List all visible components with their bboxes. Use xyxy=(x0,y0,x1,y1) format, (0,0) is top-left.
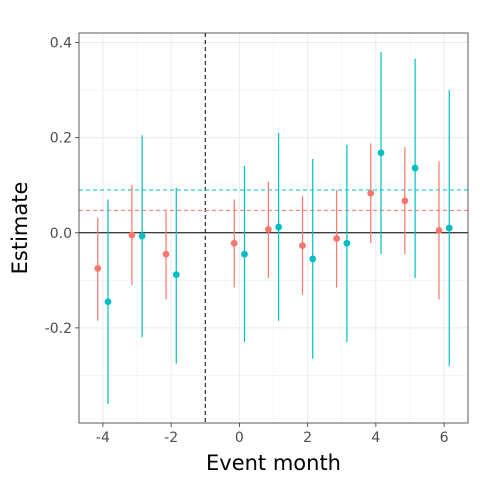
series-1-point xyxy=(435,226,443,234)
axes: -4 -2 0 2 4 6 -0.2 0.0 0.2 0.4 xyxy=(45,36,449,446)
series-2-point xyxy=(104,298,112,306)
x-tick-label: 0 xyxy=(235,430,244,446)
series-2-point xyxy=(275,223,283,231)
x-tick-label: 4 xyxy=(371,430,380,446)
series-2-point xyxy=(411,164,419,172)
x-axis-title: Event month xyxy=(206,451,341,475)
x-tick-label: -2 xyxy=(164,430,178,446)
series-1-point xyxy=(367,189,375,197)
data-series xyxy=(94,52,453,404)
series-1-point xyxy=(264,226,272,233)
y-axis-title: Estimate xyxy=(8,182,32,275)
series-1-point xyxy=(162,250,170,258)
series-1-point xyxy=(230,239,238,247)
series-2-point xyxy=(138,232,146,240)
series-1-point xyxy=(401,197,409,205)
reference-lines xyxy=(79,33,468,423)
series-2-point xyxy=(377,149,385,157)
series-2-point xyxy=(445,224,453,232)
series-1-point xyxy=(128,231,136,239)
y-tick-label: 0.2 xyxy=(50,131,72,147)
x-tick-label: 6 xyxy=(440,430,449,446)
series-1-point xyxy=(299,242,306,249)
y-tick-label: -0.2 xyxy=(45,321,72,337)
series-2-point xyxy=(343,239,351,247)
panel-border xyxy=(78,32,469,424)
x-tick-label: -4 xyxy=(96,430,110,446)
series-2-point xyxy=(241,250,248,258)
y-tick-label: 0.0 xyxy=(50,226,72,242)
series-2-point xyxy=(172,271,180,279)
series-1-point xyxy=(94,265,102,272)
series-1-point xyxy=(333,235,341,242)
y-tick-label: 0.4 xyxy=(50,36,72,52)
series-2-point xyxy=(309,255,317,263)
x-tick-label: 2 xyxy=(303,430,312,446)
